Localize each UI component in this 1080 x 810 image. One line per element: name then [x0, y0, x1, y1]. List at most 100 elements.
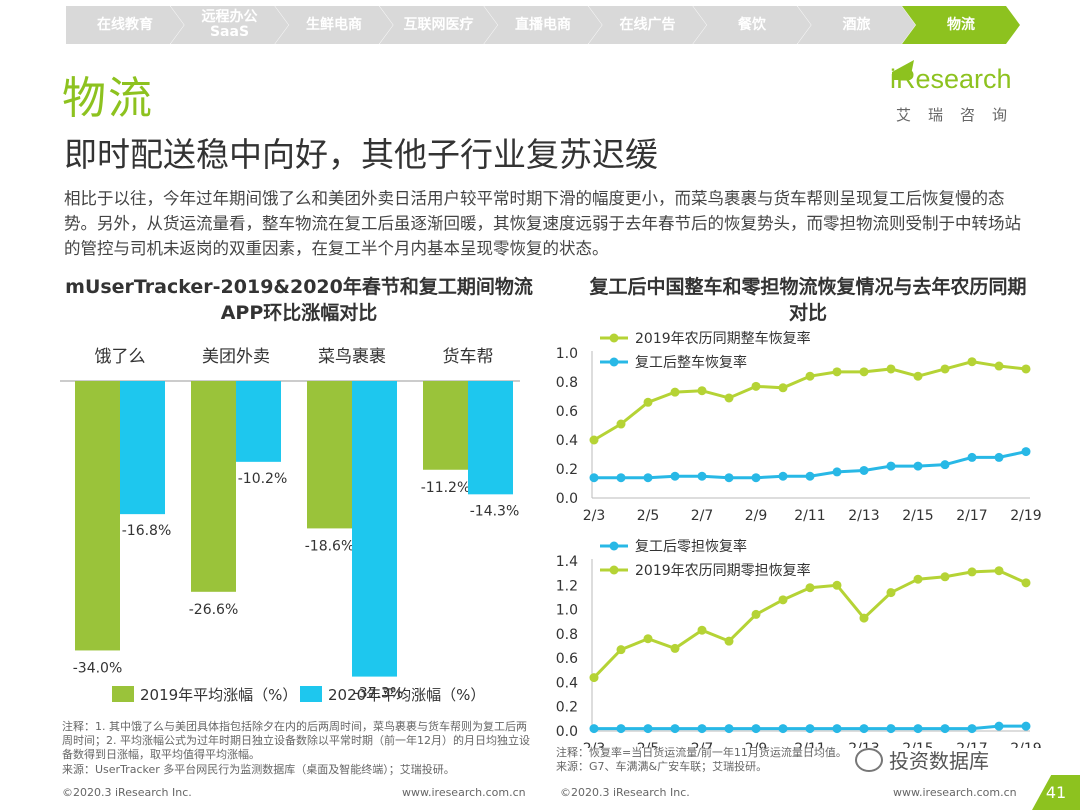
watermark-text: 投资数据库: [889, 749, 989, 773]
series-point-0: [1021, 364, 1031, 374]
line-legend-marker: [609, 541, 619, 551]
bar-category-label: 货车帮: [443, 347, 494, 367]
left-source: 来源：UserTracker 多平台网民行为监测数据库（桌面及智能终端）；艾瑞投…: [62, 763, 455, 776]
series-point-0: [805, 371, 815, 381]
watermark: 投资数据库: [855, 745, 989, 774]
series-point-0: [724, 724, 734, 734]
series-point-0: [616, 419, 626, 429]
bar-data-label: -26.6%: [189, 602, 239, 618]
x-tick-label: 2/17: [956, 508, 987, 524]
bar-data-label: -16.8%: [122, 523, 172, 539]
line-legend-marker: [609, 333, 619, 343]
logo-wordmark: iResearch: [890, 64, 1012, 94]
series-point-1: [616, 473, 626, 483]
line-legend-label: 复工后整车恢复率: [635, 354, 747, 371]
bar-legend-swatch: [112, 686, 134, 702]
y-tick-label: 0.8: [556, 627, 578, 643]
series-point-0: [589, 435, 599, 445]
x-tick-label: 2/13: [848, 508, 879, 524]
x-tick-label: 2/19: [1010, 508, 1041, 524]
nav-tab-2[interactable]: 生鲜电商: [275, 6, 393, 44]
x-tick-label: 2/11: [794, 741, 825, 748]
series-point-1: [643, 473, 653, 483]
bar-data-label: -14.3%: [470, 503, 520, 519]
series-point-1: [832, 467, 842, 477]
y-tick-label: 0.2: [556, 462, 578, 478]
series-point-0: [697, 386, 707, 396]
nav-tab-3[interactable]: 互联网医疗: [380, 6, 498, 44]
series-point-0: [967, 724, 977, 734]
bar-0-0: [75, 381, 120, 651]
series-point-0: [778, 383, 788, 393]
series-point-0: [643, 724, 653, 734]
logo-mark-icon: [892, 60, 914, 80]
nav-tab-8[interactable]: 物流: [902, 6, 1020, 44]
series-point-1: [724, 636, 734, 646]
line-legend-marker: [609, 565, 619, 575]
x-tick-label: 2/5: [637, 508, 660, 524]
nav-tab-5[interactable]: 在线广告: [589, 6, 707, 44]
series-point-0: [967, 357, 977, 367]
series-point-1: [589, 673, 599, 683]
nav-tab-4[interactable]: 直播电商: [484, 6, 602, 44]
y-tick-label: 0.4: [556, 433, 578, 449]
series-point-0: [832, 724, 842, 734]
bar-0-3: [423, 381, 468, 470]
line-legend-label: 2019年农历同期整车恢复率: [635, 330, 811, 347]
series-point-0: [886, 724, 896, 734]
logo-subtitle: 艾瑞咨询: [896, 106, 1025, 124]
iresearch-logo: iResearch 艾瑞咨询: [890, 60, 1030, 130]
footer-copyright-left: ©2020.3 iResearch Inc.: [62, 786, 192, 799]
series-point-0: [643, 397, 653, 407]
y-tick-label: 0.0: [556, 491, 578, 507]
y-tick-label: 0.0: [556, 724, 578, 740]
page-number: 41: [1032, 775, 1080, 810]
page-subtitle: 即时配送稳中向好，其他子行业复苏迟缓: [64, 135, 658, 174]
series-point-1: [778, 471, 788, 481]
bar-data-label: -18.6%: [305, 538, 355, 554]
series-point-1: [697, 625, 707, 635]
y-tick-label: 1.4: [556, 554, 578, 570]
series-point-1: [994, 452, 1004, 462]
nav-tab-6[interactable]: 餐饮: [693, 6, 811, 44]
left-note: 注释：1. 其中饿了么与美团具体指包括除夕在内的后两周时间，菜鸟裹裹与货车帮则为…: [62, 720, 530, 761]
nav-tab-1[interactable]: 远程办公 SaaS: [171, 6, 289, 44]
bar-0-2: [307, 381, 352, 529]
series-point-1: [1021, 447, 1031, 457]
bar-1-1: [236, 381, 281, 462]
x-tick-label: 2/7: [691, 508, 714, 524]
series-point-1: [859, 613, 869, 623]
series-point-1: [697, 471, 707, 481]
wechat-icon: [855, 747, 883, 772]
series-point-0: [940, 724, 950, 734]
footer-site-left: www.iresearch.com.cn: [402, 786, 526, 799]
x-tick-label: 2/7: [691, 741, 714, 748]
series-point-1: [994, 566, 1004, 576]
series-point-0: [832, 367, 842, 377]
nav-tab-0[interactable]: 在线教育: [66, 6, 184, 44]
y-tick-label: 0.8: [556, 375, 578, 391]
x-tick-label: 2/15: [902, 741, 933, 748]
x-tick-label: 2/17: [956, 741, 987, 748]
bar-data-label: -34.0%: [73, 660, 123, 676]
page-title: 物流: [62, 73, 154, 124]
series-point-1: [778, 595, 788, 605]
right-note: 注释：恢复率=当日货运流量/前一年11月货运流量日均值。: [556, 746, 847, 759]
bar-category-label: 美团外卖: [202, 347, 270, 367]
x-tick-label: 2/3: [583, 508, 606, 524]
series-point-0: [994, 361, 1004, 371]
series-point-1: [670, 643, 680, 653]
series-point-0: [697, 724, 707, 734]
series-point-1: [886, 461, 896, 471]
series-point-1: [967, 567, 977, 577]
bar-chart-title: mUserTracker-2019&2020年春节和复工期间物流APP环比涨幅对…: [65, 276, 533, 324]
series-point-0: [751, 724, 761, 734]
series-point-0: [616, 724, 626, 734]
nav-tab-7[interactable]: 酒旅: [798, 6, 916, 44]
y-tick-label: 1.0: [556, 603, 578, 619]
y-tick-label: 1.2: [556, 578, 578, 594]
series-point-0: [859, 724, 869, 734]
series-point-1: [751, 473, 761, 483]
series-point-0: [940, 364, 950, 374]
series-point-1: [940, 572, 950, 582]
